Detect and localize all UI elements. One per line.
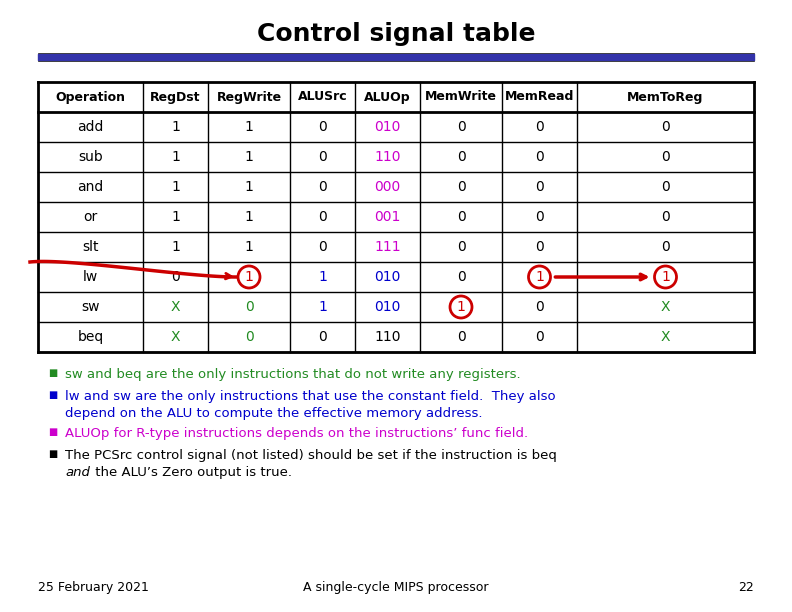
Text: ■: ■ [48, 368, 57, 378]
Text: Operation: Operation [55, 91, 125, 103]
Text: 0: 0 [245, 300, 253, 314]
Text: beq: beq [78, 330, 104, 344]
Text: and: and [65, 466, 89, 479]
Text: 001: 001 [375, 210, 401, 224]
Text: 0: 0 [318, 330, 327, 344]
Text: ALUSrc: ALUSrc [298, 91, 348, 103]
Text: 0: 0 [318, 150, 327, 164]
Text: 0: 0 [457, 270, 466, 284]
Text: ALUOp for R-type instructions depends on the instructions’ func field.: ALUOp for R-type instructions depends on… [65, 427, 528, 440]
Text: ALUOp: ALUOp [364, 91, 411, 103]
Text: 000: 000 [375, 180, 401, 194]
Text: 1: 1 [171, 180, 180, 194]
Text: 0: 0 [318, 240, 327, 254]
Text: 0: 0 [171, 270, 180, 284]
Text: 0: 0 [457, 240, 466, 254]
Text: 1: 1 [456, 300, 466, 314]
Text: 0: 0 [535, 210, 544, 224]
Text: 110: 110 [375, 150, 401, 164]
Text: 0: 0 [661, 150, 670, 164]
Text: slt: slt [82, 240, 99, 254]
Text: add: add [78, 120, 104, 134]
Text: 0: 0 [535, 180, 544, 194]
Text: 0: 0 [457, 120, 466, 134]
Text: 1: 1 [171, 210, 180, 224]
Text: X: X [171, 300, 181, 314]
Text: 0: 0 [245, 330, 253, 344]
Text: 0: 0 [661, 210, 670, 224]
Text: 010: 010 [375, 270, 401, 284]
Text: 1: 1 [535, 270, 544, 284]
Text: 1: 1 [171, 120, 180, 134]
Text: 1: 1 [245, 270, 253, 284]
Text: 1: 1 [171, 240, 180, 254]
Text: 0: 0 [457, 150, 466, 164]
Text: 110: 110 [375, 330, 401, 344]
Text: ■: ■ [48, 427, 57, 437]
Text: RegWrite: RegWrite [216, 91, 282, 103]
Text: 010: 010 [375, 300, 401, 314]
Text: 0: 0 [457, 210, 466, 224]
Text: 1: 1 [245, 180, 253, 194]
Text: 22: 22 [738, 581, 754, 594]
Text: 1: 1 [318, 300, 327, 314]
Text: 1: 1 [661, 270, 670, 284]
Text: lw: lw [83, 270, 98, 284]
Text: MemToReg: MemToReg [627, 91, 703, 103]
Text: Control signal table: Control signal table [257, 22, 535, 46]
Text: MemRead: MemRead [505, 91, 574, 103]
Text: lw and sw are the only instructions that use the constant field.  They also: lw and sw are the only instructions that… [65, 390, 556, 403]
Text: 1: 1 [245, 120, 253, 134]
Text: 1: 1 [245, 210, 253, 224]
Text: X: X [171, 330, 181, 344]
Text: X: X [661, 300, 670, 314]
Text: MemWrite: MemWrite [425, 91, 497, 103]
Text: 1: 1 [171, 150, 180, 164]
Text: 0: 0 [457, 180, 466, 194]
Text: 0: 0 [661, 240, 670, 254]
Text: 0: 0 [318, 120, 327, 134]
Text: 0: 0 [661, 180, 670, 194]
Text: X: X [661, 330, 670, 344]
Text: The PCSrc control signal (not listed) should be set if the instruction is beq: The PCSrc control signal (not listed) sh… [65, 449, 557, 462]
Text: RegDst: RegDst [150, 91, 200, 103]
Text: 1: 1 [245, 240, 253, 254]
Text: depend on the ALU to compute the effective memory address.: depend on the ALU to compute the effecti… [65, 407, 482, 420]
Text: 0: 0 [318, 180, 327, 194]
Text: sw and beq are the only instructions that do not write any registers.: sw and beq are the only instructions tha… [65, 368, 520, 381]
Text: 0: 0 [457, 330, 466, 344]
Text: 0: 0 [535, 300, 544, 314]
Text: 0: 0 [535, 150, 544, 164]
Text: 25 February 2021: 25 February 2021 [38, 581, 149, 594]
Text: the ALU’s Zero output is true.: the ALU’s Zero output is true. [91, 466, 292, 479]
Text: 0: 0 [318, 210, 327, 224]
Text: ■: ■ [48, 390, 57, 400]
Text: 0: 0 [535, 120, 544, 134]
Text: 010: 010 [375, 120, 401, 134]
Text: or: or [83, 210, 97, 224]
Text: 111: 111 [374, 240, 401, 254]
Text: 1: 1 [245, 150, 253, 164]
Text: and: and [78, 180, 104, 194]
Text: 1: 1 [318, 270, 327, 284]
Text: sub: sub [78, 150, 103, 164]
Text: A single-cycle MIPS processor: A single-cycle MIPS processor [303, 581, 489, 594]
Text: 0: 0 [661, 120, 670, 134]
Text: ■: ■ [48, 449, 57, 459]
Text: sw: sw [82, 300, 100, 314]
Text: 0: 0 [535, 240, 544, 254]
Text: 0: 0 [535, 330, 544, 344]
